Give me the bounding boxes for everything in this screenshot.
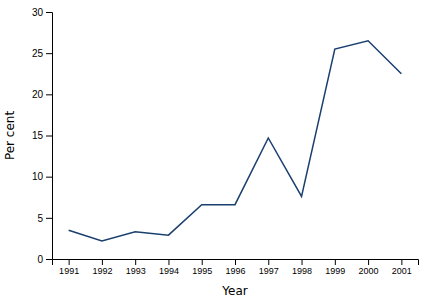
x-tick: 1994 — [159, 259, 179, 276]
y-tick-mark — [46, 218, 52, 219]
x-tick-label: 2001 — [392, 266, 412, 276]
y-tick-label: 10 — [32, 171, 44, 182]
x-tick-label: 1999 — [325, 266, 345, 276]
x-tick: 1999 — [325, 259, 345, 276]
plot-area: 1991199219931994199519961997199819992000… — [32, 7, 419, 277]
x-tick-mark — [302, 259, 303, 265]
y-tick: 20 — [32, 89, 52, 100]
x-tick-label: 1994 — [159, 266, 179, 276]
x-tick: 1997 — [259, 259, 279, 276]
x-tick-mark — [69, 259, 70, 265]
x-tick: 2001 — [392, 259, 412, 276]
y-tick-mark — [46, 177, 52, 178]
x-tick: 1996 — [225, 259, 245, 276]
y-tick-label: 20 — [32, 89, 44, 100]
y-axis-title: Per cent — [3, 111, 17, 161]
x-tick: 1991 — [59, 259, 79, 276]
x-tick: 1998 — [292, 259, 312, 276]
x-tick-mark — [335, 259, 336, 265]
y-tick-label: 30 — [32, 7, 44, 18]
x-tick: 1992 — [92, 259, 112, 276]
y-tick: 10 — [32, 171, 52, 182]
y-tick-label: 15 — [32, 130, 44, 141]
x-tick-label: 1992 — [92, 266, 112, 276]
y-tick-mark — [46, 259, 52, 260]
y-axis-line — [46, 13, 53, 260]
x-tick-mark — [368, 259, 369, 265]
x-axis-line — [53, 260, 419, 266]
x-tick-mark — [135, 259, 136, 265]
y-tick-mark — [46, 53, 52, 54]
x-tick-label: 1991 — [59, 266, 79, 276]
y-axis: 0 5 10 15 20 25 30 — [32, 7, 53, 265]
x-tick-label: 2000 — [359, 266, 379, 276]
x-axis: 1991 1992 1993 1994 1995 1996 1997 1998 1999 2000… — [53, 259, 419, 276]
y-tick-label: 5 — [37, 213, 43, 224]
x-tick-mark — [202, 259, 203, 265]
y-tick: 25 — [32, 48, 52, 59]
y-tick-mark — [46, 136, 52, 137]
y-tick: 5 — [37, 213, 52, 224]
chart-svg: 1991199219931994199519961997199819992000… — [0, 0, 434, 303]
data-line — [69, 41, 402, 241]
x-tick-mark — [268, 259, 269, 265]
y-tick: 15 — [32, 130, 52, 141]
x-tick-label: 1998 — [292, 266, 312, 276]
x-tick: 1993 — [126, 259, 146, 276]
line-group — [69, 41, 402, 241]
x-tick-mark — [102, 259, 103, 265]
x-tick-label: 1997 — [259, 266, 279, 276]
y-tick: 30 — [32, 7, 52, 18]
y-tick-label: 0 — [37, 254, 43, 265]
x-tick-mark — [401, 259, 402, 265]
x-axis-title: Year — [221, 284, 247, 298]
y-tick: 0 — [37, 254, 52, 265]
y-tick-label: 25 — [32, 48, 44, 59]
x-tick-mark — [168, 259, 169, 265]
x-tick: 1995 — [192, 259, 212, 276]
x-tick-mark — [235, 259, 236, 265]
x-tick-label: 1995 — [192, 266, 212, 276]
y-tick-mark — [46, 94, 52, 95]
chart-container: 1991199219931994199519961997199819992000… — [0, 0, 434, 303]
x-tick: 2000 — [359, 259, 379, 276]
x-tick-label: 1993 — [126, 266, 146, 276]
y-tick-mark — [46, 12, 52, 13]
x-tick-label: 1996 — [225, 266, 245, 276]
